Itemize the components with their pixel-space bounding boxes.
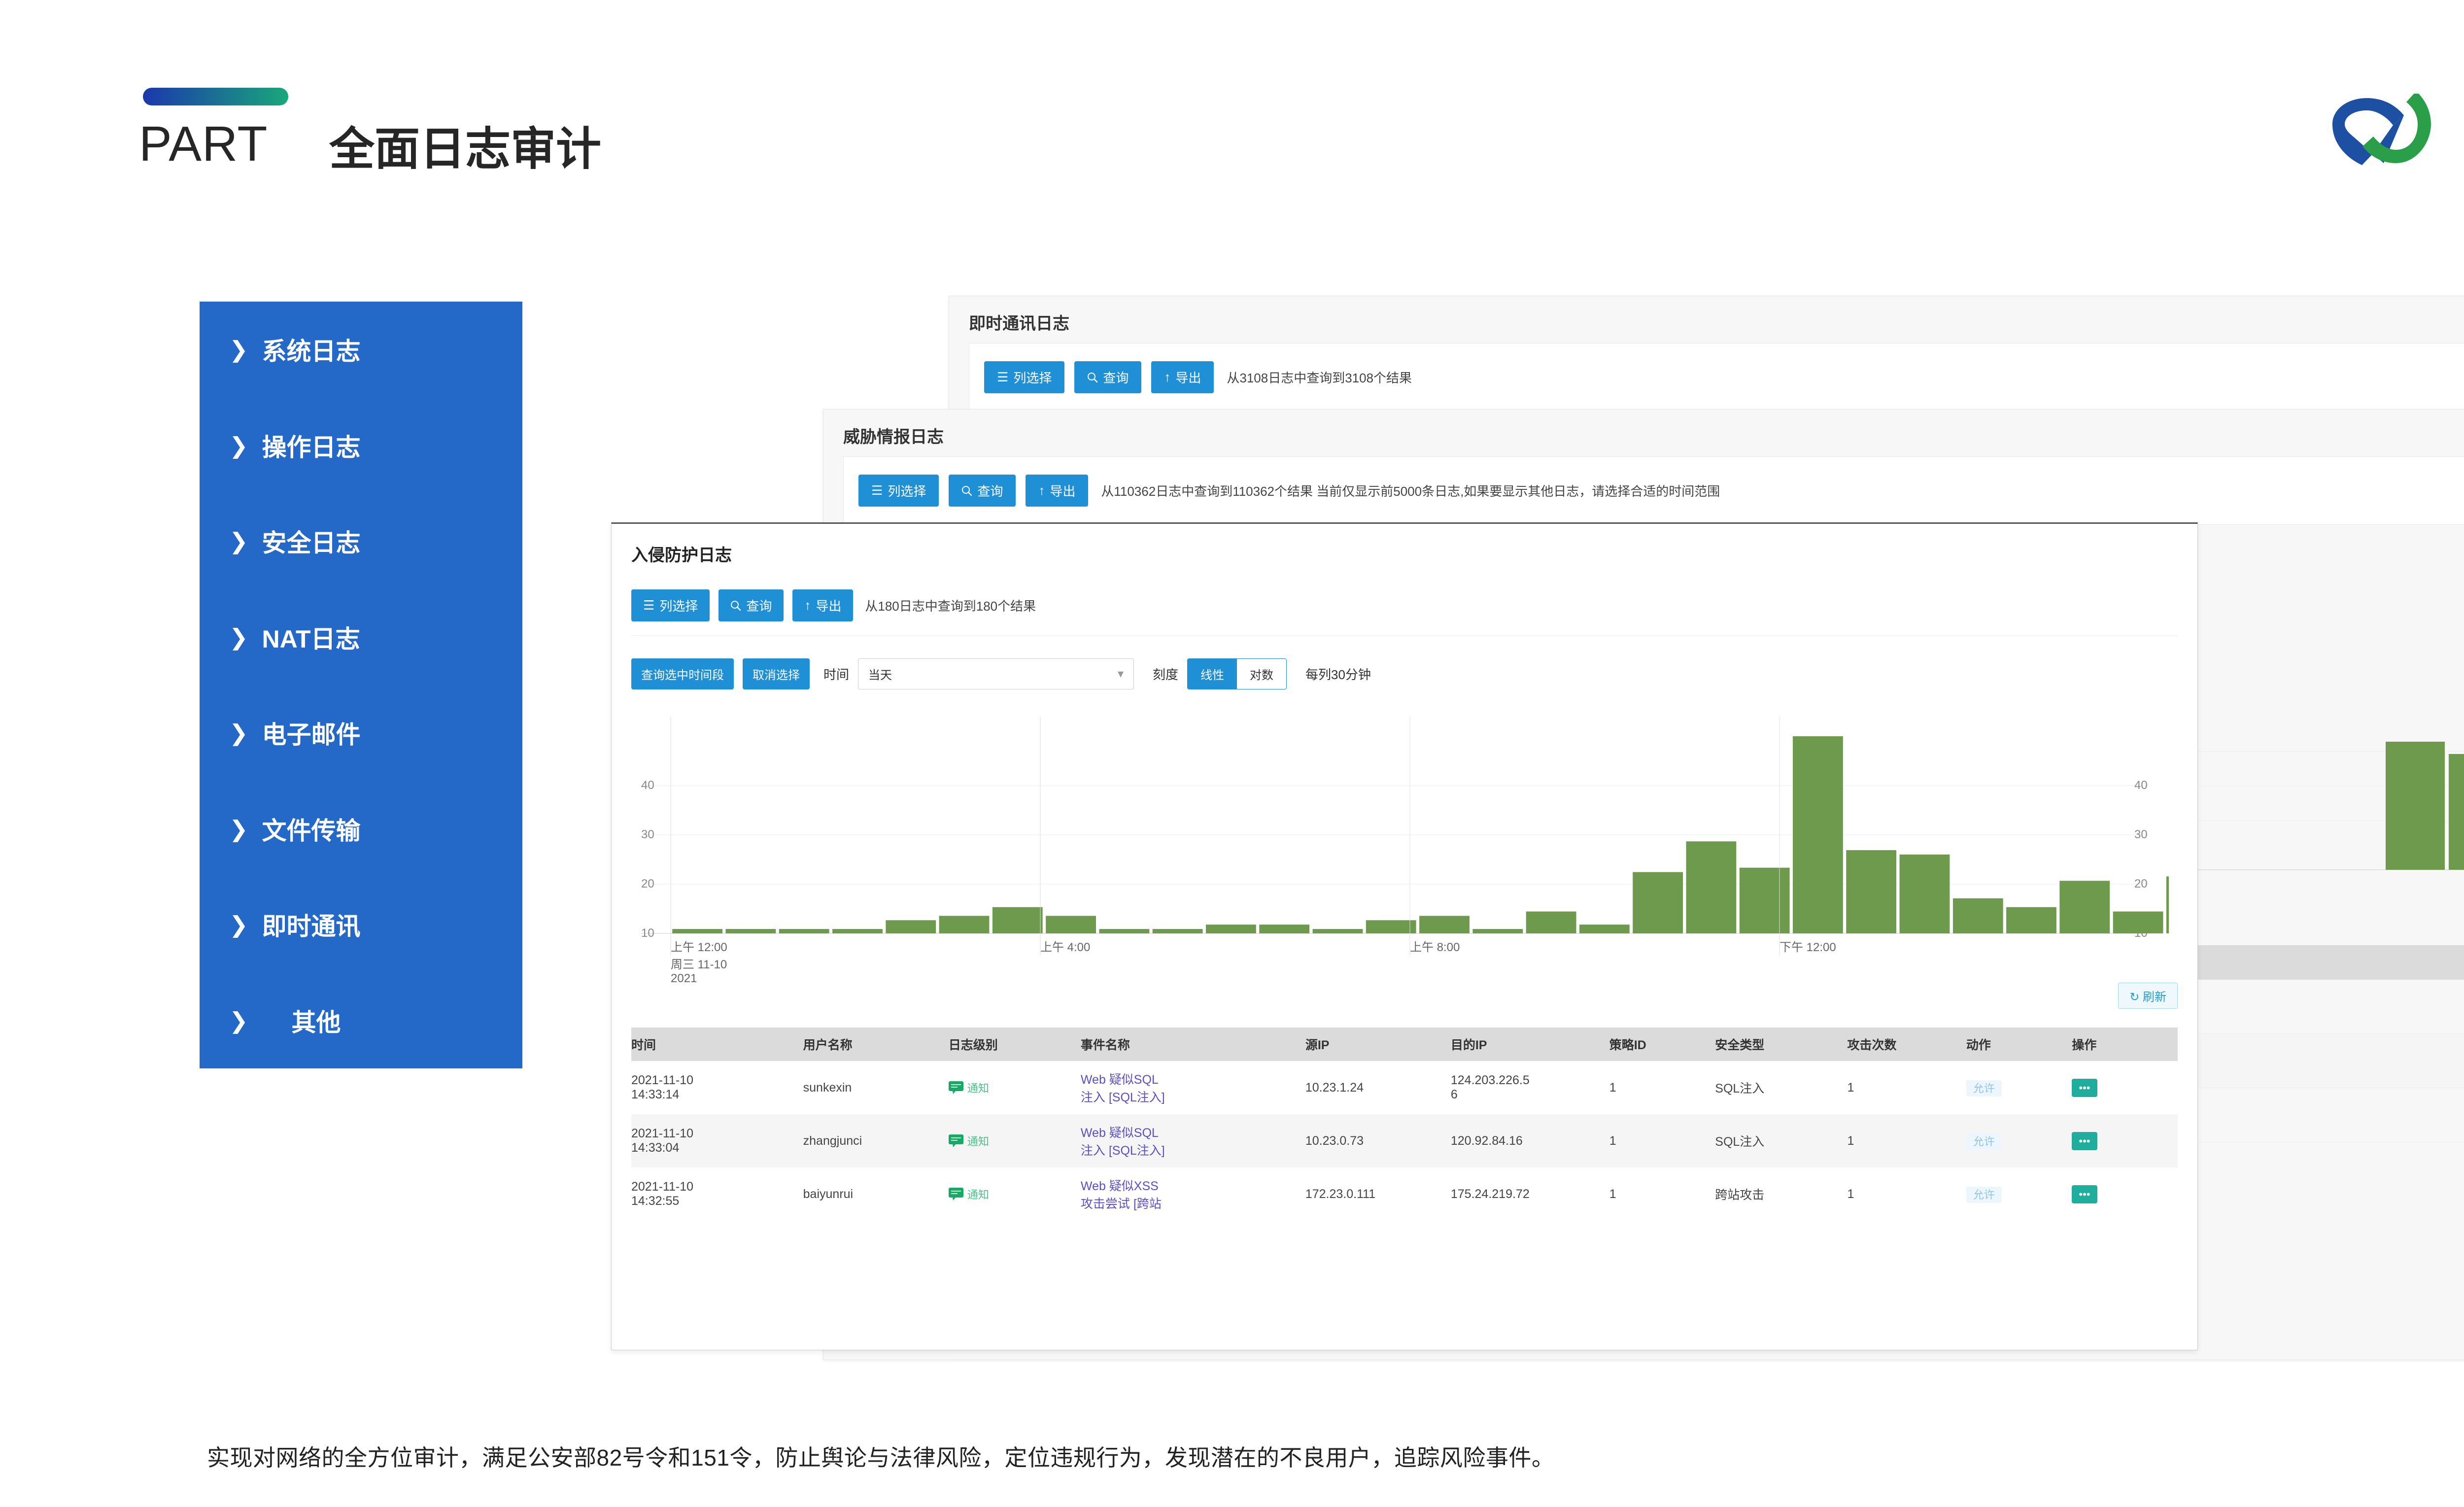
svg-text:30: 30 [641,828,654,841]
svg-text:30: 30 [2134,828,2148,841]
svg-text:20: 20 [2134,877,2148,890]
svg-text:20: 20 [641,877,654,890]
svg-text:40: 40 [641,779,654,792]
svg-text:40: 40 [2134,779,2148,792]
svg-text:10: 10 [641,926,654,940]
